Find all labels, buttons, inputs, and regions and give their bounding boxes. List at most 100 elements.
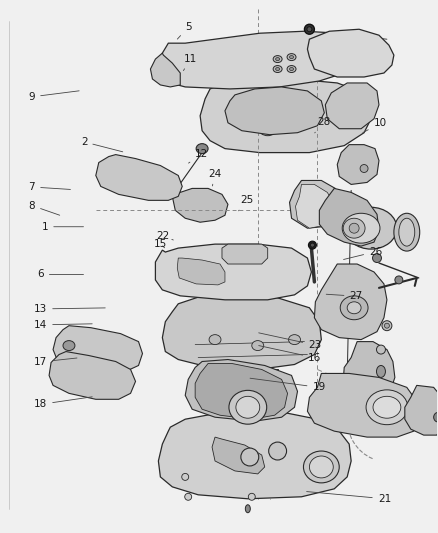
Ellipse shape [366, 390, 408, 425]
Text: 1: 1 [42, 222, 84, 232]
Text: 2: 2 [81, 137, 123, 152]
Text: 15: 15 [154, 239, 167, 249]
Ellipse shape [276, 68, 279, 70]
Text: 8: 8 [28, 200, 60, 215]
Ellipse shape [395, 276, 403, 284]
Text: 18: 18 [34, 397, 92, 409]
Ellipse shape [311, 243, 314, 247]
Ellipse shape [304, 25, 314, 34]
Polygon shape [325, 83, 379, 129]
Ellipse shape [273, 55, 282, 62]
Polygon shape [150, 53, 180, 87]
Polygon shape [109, 168, 126, 190]
Ellipse shape [394, 213, 420, 251]
Polygon shape [185, 360, 297, 421]
Polygon shape [270, 369, 278, 459]
Ellipse shape [373, 254, 381, 263]
Text: 21: 21 [307, 491, 391, 504]
Ellipse shape [342, 213, 380, 243]
Ellipse shape [382, 321, 392, 330]
Polygon shape [53, 326, 142, 374]
Polygon shape [160, 31, 359, 89]
Ellipse shape [273, 66, 282, 72]
Ellipse shape [290, 68, 293, 70]
Polygon shape [188, 51, 252, 75]
Text: 14: 14 [34, 320, 92, 330]
Text: 25: 25 [239, 195, 254, 211]
Ellipse shape [360, 165, 368, 173]
Polygon shape [405, 385, 438, 435]
Text: 5: 5 [177, 22, 192, 39]
Ellipse shape [347, 302, 361, 314]
Polygon shape [200, 79, 371, 152]
Text: 24: 24 [208, 169, 221, 186]
Ellipse shape [373, 397, 401, 418]
Polygon shape [159, 411, 351, 499]
Ellipse shape [340, 296, 368, 320]
Text: 10: 10 [363, 118, 387, 133]
Polygon shape [296, 184, 333, 228]
Text: 22: 22 [156, 231, 173, 241]
Ellipse shape [399, 218, 415, 246]
Polygon shape [49, 352, 135, 399]
Text: 6: 6 [37, 270, 84, 279]
Ellipse shape [289, 335, 300, 345]
Polygon shape [290, 181, 339, 228]
Text: 7: 7 [28, 182, 71, 192]
Ellipse shape [377, 345, 385, 354]
Polygon shape [212, 437, 265, 474]
Polygon shape [177, 258, 225, 285]
Text: 9: 9 [28, 91, 79, 102]
Ellipse shape [248, 494, 255, 500]
Ellipse shape [287, 54, 296, 61]
Polygon shape [162, 294, 321, 369]
Ellipse shape [229, 390, 267, 424]
Ellipse shape [304, 451, 339, 483]
Ellipse shape [241, 448, 259, 466]
Ellipse shape [287, 66, 296, 72]
Text: 26: 26 [343, 247, 382, 260]
Text: 16: 16 [259, 345, 321, 362]
Ellipse shape [434, 412, 438, 422]
Polygon shape [155, 244, 311, 300]
Ellipse shape [252, 341, 264, 351]
Polygon shape [337, 144, 379, 184]
Ellipse shape [343, 218, 365, 238]
Text: 27: 27 [326, 291, 363, 301]
Text: 12: 12 [188, 149, 208, 163]
Ellipse shape [276, 58, 279, 61]
Ellipse shape [236, 397, 260, 418]
Ellipse shape [307, 27, 312, 32]
Ellipse shape [245, 505, 250, 513]
Polygon shape [250, 369, 258, 459]
Polygon shape [225, 87, 324, 135]
Polygon shape [307, 29, 394, 77]
Text: 23: 23 [259, 333, 321, 350]
Text: 11: 11 [184, 54, 198, 70]
Ellipse shape [185, 494, 192, 500]
Ellipse shape [377, 366, 385, 377]
Ellipse shape [63, 341, 75, 351]
Polygon shape [172, 187, 228, 222]
Text: 28: 28 [315, 117, 330, 133]
Ellipse shape [308, 241, 316, 249]
Ellipse shape [385, 323, 389, 328]
Ellipse shape [259, 122, 277, 136]
Polygon shape [314, 264, 387, 340]
Polygon shape [96, 155, 182, 200]
Polygon shape [195, 364, 288, 419]
Polygon shape [222, 244, 268, 264]
Ellipse shape [196, 144, 208, 154]
Ellipse shape [209, 335, 221, 345]
Polygon shape [319, 188, 379, 246]
Ellipse shape [290, 55, 293, 59]
Ellipse shape [349, 223, 359, 233]
Text: 19: 19 [250, 378, 326, 392]
Ellipse shape [345, 207, 397, 249]
Text: 17: 17 [34, 357, 77, 367]
Ellipse shape [309, 456, 333, 478]
Ellipse shape [182, 473, 189, 480]
Polygon shape [307, 374, 419, 437]
Ellipse shape [268, 442, 286, 460]
Polygon shape [343, 342, 395, 397]
